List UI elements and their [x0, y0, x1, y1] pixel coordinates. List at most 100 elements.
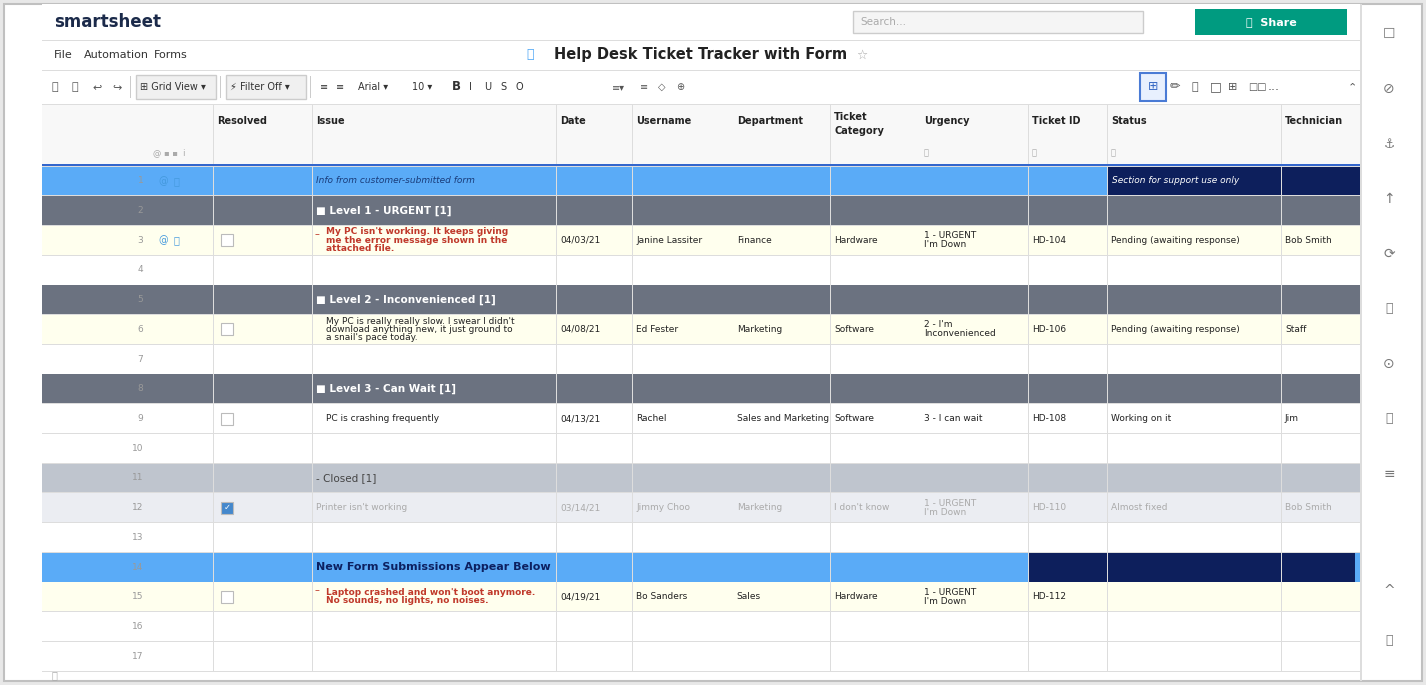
Text: ⊕: ⊕ [676, 82, 684, 92]
Bar [204, 196, 1360, 225]
Text: ⌃: ⌃ [1348, 82, 1358, 92]
Text: Software: Software [834, 414, 874, 423]
Text: ☐: ☐ [1383, 27, 1395, 41]
Text: ...: ... [1268, 81, 1281, 93]
Text: Department: Department [737, 116, 803, 126]
Text: Section for support use only: Section for support use only [1112, 176, 1239, 186]
Text: S: S [501, 82, 506, 92]
Text: 1 - URGENT: 1 - URGENT [924, 499, 975, 508]
Bar [41, 403, 1360, 404]
Text: me the error message shown in the: me the error message shown in the [327, 236, 508, 245]
Bar [1028, 552, 1109, 582]
Text: 10: 10 [131, 444, 144, 453]
Text: HD-106: HD-106 [1032, 325, 1067, 334]
Bar [41, 463, 1360, 493]
Bar [221, 412, 234, 425]
Text: Inconvenienced: Inconvenienced [924, 329, 995, 338]
Text: 📋: 📋 [1385, 303, 1393, 316]
Text: 2 - I'm: 2 - I'm [924, 321, 953, 329]
Bar [41, 314, 1360, 315]
Bar [41, 433, 1360, 434]
Bar [41, 255, 1360, 256]
Bar [41, 522, 1360, 523]
Bar [41, 463, 1360, 464]
Bar [41, 344, 1360, 345]
Bar [41, 314, 1360, 345]
Text: Marketing: Marketing [737, 325, 781, 334]
Bar [41, 552, 1360, 582]
Text: 3: 3 [137, 236, 144, 245]
Bar [41, 612, 1360, 641]
Bar [41, 641, 1360, 671]
Bar [41, 255, 1360, 285]
Text: 1 - URGENT: 1 - URGENT [924, 588, 975, 597]
Bar [41, 164, 1360, 166]
Text: Info from customer-submitted form: Info from customer-submitted form [317, 176, 475, 186]
Text: Janine Lassiter: Janine Lassiter [636, 236, 703, 245]
Bar [24, 433, 33, 442]
Bar [204, 285, 1360, 314]
Text: ⊘: ⊘ [1383, 82, 1395, 96]
Text: HD-104: HD-104 [1032, 236, 1065, 245]
Text: Pending (awaiting response): Pending (awaiting response) [1111, 325, 1239, 334]
Text: 👥  Share: 👥 Share [1246, 17, 1296, 27]
Text: Forms: Forms [154, 50, 188, 60]
Bar [41, 40, 1360, 41]
Text: ↪: ↪ [113, 82, 121, 92]
Bar [13, 131, 33, 151]
Text: Jim: Jim [1285, 414, 1299, 423]
Text: 04/19/21: 04/19/21 [560, 593, 600, 601]
Text: 9: 9 [137, 414, 144, 423]
Text: ^: ^ [1383, 584, 1395, 598]
Bar [1107, 166, 1363, 196]
Text: 04/13/21: 04/13/21 [560, 414, 600, 423]
Text: ≡▾: ≡▾ [612, 82, 625, 92]
Bar [41, 40, 1360, 70]
Text: - Closed [1]: - Closed [1] [317, 473, 376, 483]
Text: @: @ [158, 235, 168, 245]
Bar [41, 70, 1360, 71]
Text: I'm Down: I'm Down [924, 597, 965, 606]
Bar [41, 70, 1360, 104]
Bar [204, 463, 1360, 493]
Text: ⛔: ⛔ [1192, 82, 1199, 92]
Bar [41, 4, 1360, 40]
Text: ⓘ: ⓘ [1111, 149, 1117, 158]
Text: 14: 14 [133, 562, 144, 571]
Bar [1139, 73, 1166, 101]
Text: File: File [54, 50, 73, 60]
Text: smartsheet: smartsheet [54, 13, 161, 31]
Text: ⊙: ⊙ [1383, 357, 1395, 371]
Text: 💾: 💾 [51, 82, 58, 92]
Text: 🖨: 🖨 [71, 82, 78, 92]
Bar [41, 374, 1360, 403]
Text: I'm Down: I'm Down [924, 240, 965, 249]
Bar [41, 345, 1360, 374]
Bar [1360, 4, 1362, 681]
Bar [41, 552, 1360, 582]
Bar [41, 434, 1360, 463]
Text: Jimmy Choo: Jimmy Choo [636, 503, 690, 512]
Text: Date: Date [560, 116, 586, 126]
Text: Urgency: Urgency [924, 116, 970, 126]
Text: Help Desk Ticket Tracker with Form: Help Desk Ticket Tracker with Form [555, 47, 847, 62]
Bar [41, 225, 1360, 226]
Text: ■ Level 3 - Can Wait [1]: ■ Level 3 - Can Wait [1] [317, 384, 456, 394]
Text: 17: 17 [131, 651, 144, 660]
Text: Laptop crashed and won't boot anymore.: Laptop crashed and won't boot anymore. [327, 588, 535, 597]
Text: □□: □□ [1248, 82, 1266, 92]
Text: Sales: Sales [737, 593, 760, 601]
Text: ✓: ✓ [224, 503, 231, 512]
Text: Rachel: Rachel [636, 414, 667, 423]
Text: 10 ▾: 10 ▾ [412, 82, 432, 92]
Bar [41, 373, 1360, 375]
Text: 1 - URGENT: 1 - URGENT [924, 232, 975, 240]
Text: ⊞: ⊞ [1228, 82, 1238, 92]
Text: I don't know: I don't know [834, 503, 890, 512]
Text: □: □ [1211, 81, 1222, 93]
Bar [41, 493, 1360, 523]
Bar [853, 11, 1142, 33]
Text: 1: 1 [137, 176, 144, 186]
Text: 6: 6 [137, 325, 144, 334]
Text: B: B [452, 81, 461, 93]
